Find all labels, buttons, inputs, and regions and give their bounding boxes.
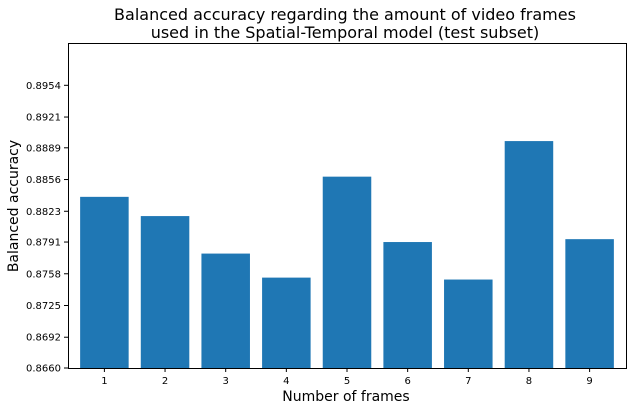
y-tick-label-0.8856: 0.8856	[26, 175, 61, 186]
bar-7	[444, 279, 493, 368]
y-tick-label-0.8725: 0.8725	[26, 301, 61, 312]
y-axis-ticks: 0.8660 0.8692 0.8725 0.8758 0.8791 0.8823 0.88…	[26, 81, 68, 375]
y-tick-label-0.8660: 0.8660	[26, 364, 61, 375]
bar-3	[201, 253, 250, 368]
bar-9	[565, 239, 614, 368]
chart-title-line-2: used in the Spatial-Temporal model (test…	[151, 23, 540, 42]
plot-frame	[68, 43, 627, 369]
x-tick-label-3: 3	[223, 376, 229, 387]
y-axis-label: Balanced accuracy	[6, 140, 22, 272]
x-axis-label: Number of frames	[282, 389, 409, 405]
y-tick-label-0.8758: 0.8758	[26, 269, 61, 280]
x-tick-label-7: 7	[465, 376, 471, 387]
chart-title-line-1: Balanced accuracy regarding the amount o…	[114, 5, 576, 24]
y-tick-label-0.8954: 0.8954	[26, 81, 61, 92]
x-tick-label-2: 2	[162, 376, 168, 387]
x-tick-label-9: 9	[586, 376, 592, 387]
bar-8	[504, 141, 554, 368]
x-tick-label-4: 4	[283, 376, 289, 387]
bars-group	[80, 141, 614, 368]
x-tick-label-6: 6	[404, 376, 410, 387]
y-tick-label-0.8921: 0.8921	[26, 113, 61, 124]
y-tick-label-0.8791: 0.8791	[26, 238, 61, 249]
y-tick-label-0.8889: 0.8889	[26, 143, 61, 154]
bar-1	[80, 196, 129, 368]
bar-2	[140, 216, 190, 368]
x-tick-label-8: 8	[526, 376, 532, 387]
x-tick-label-1: 1	[101, 376, 107, 387]
bar-6	[383, 242, 432, 368]
y-tick-label-0.8692: 0.8692	[26, 333, 61, 344]
x-axis-ticks: 1 2 3 4 5 6 7 8 9	[101, 368, 593, 387]
bar-4	[262, 277, 311, 368]
bar-5	[322, 176, 372, 368]
y-tick-label-0.8823: 0.8823	[26, 207, 61, 218]
x-tick-label-5: 5	[344, 376, 350, 387]
